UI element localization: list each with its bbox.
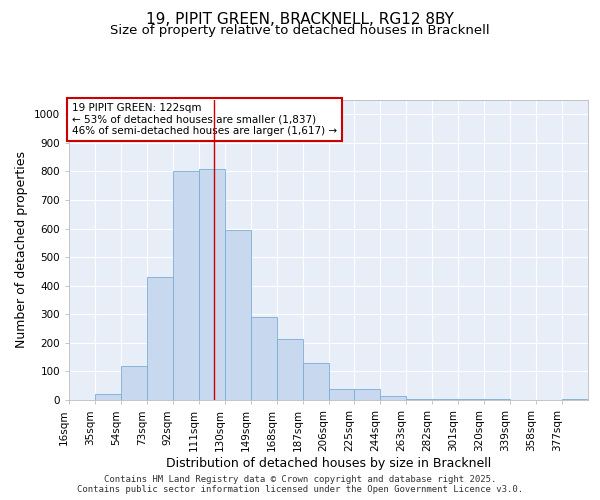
Bar [147,277,173,400]
Bar [458,398,484,400]
Text: Size of property relative to detached houses in Bracknell: Size of property relative to detached ho… [110,24,490,37]
X-axis label: Distribution of detached houses by size in Bracknell: Distribution of detached houses by size … [166,456,491,469]
Bar [562,398,588,400]
Bar [121,366,147,400]
Text: 19, PIPIT GREEN, BRACKNELL, RG12 8BY: 19, PIPIT GREEN, BRACKNELL, RG12 8BY [146,12,454,28]
Bar [406,398,432,400]
Bar [199,168,224,400]
Bar [302,363,329,400]
Bar [484,398,510,400]
Bar [224,230,251,400]
Bar [432,398,458,400]
Bar [380,396,406,400]
Text: 19 PIPIT GREEN: 122sqm
← 53% of detached houses are smaller (1,837)
46% of semi-: 19 PIPIT GREEN: 122sqm ← 53% of detached… [72,103,337,136]
Bar [355,388,380,400]
Bar [251,317,277,400]
Bar [95,394,121,400]
Text: Contains HM Land Registry data © Crown copyright and database right 2025.
Contai: Contains HM Land Registry data © Crown c… [77,474,523,494]
Bar [277,338,302,400]
Bar [173,172,199,400]
Y-axis label: Number of detached properties: Number of detached properties [15,152,28,348]
Bar [329,388,355,400]
